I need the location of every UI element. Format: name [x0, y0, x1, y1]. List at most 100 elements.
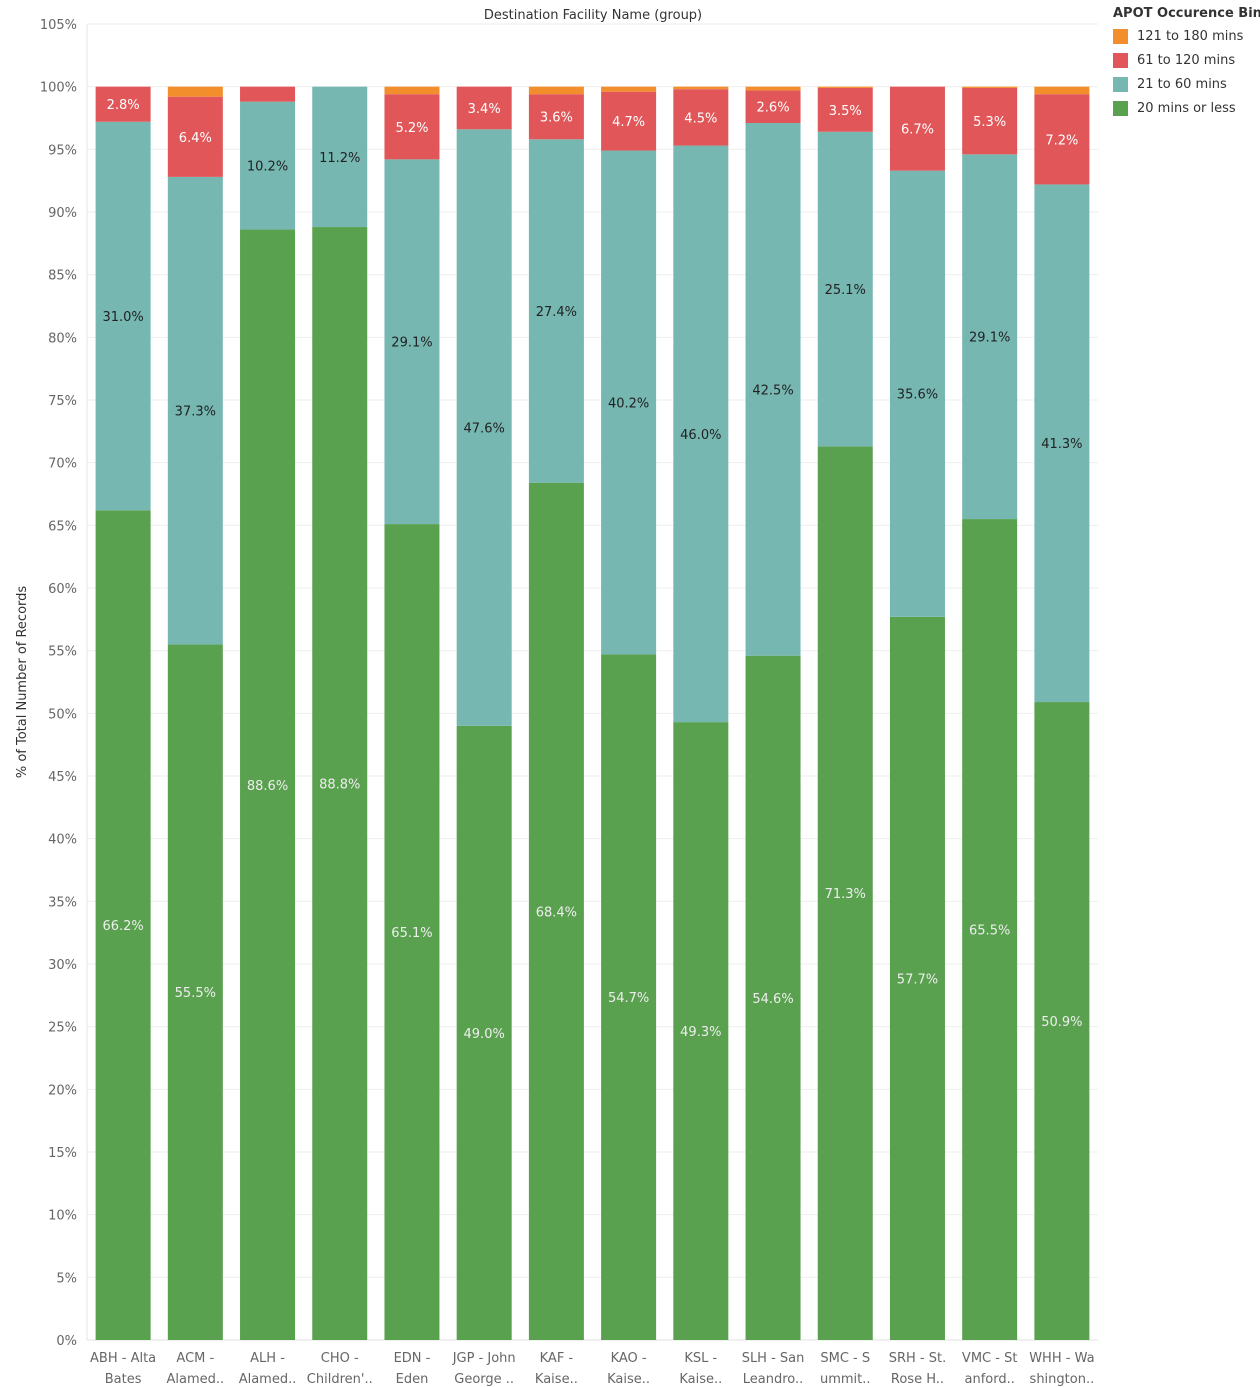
- y-axis-label: % of Total Number of Records: [15, 586, 30, 779]
- legend-swatch: [1113, 76, 1128, 92]
- y-tick-label: 10%: [48, 1209, 77, 1224]
- bar-segment: [889, 86, 945, 171]
- legend-item-20-or-less[interactable]: 20 mins or less: [1113, 96, 1260, 120]
- data-label: 71.3%: [825, 887, 866, 902]
- x-category-label: JGP - John George ..: [452, 1351, 516, 1387]
- data-label: 11.2%: [319, 151, 360, 166]
- y-tick-label: 85%: [48, 269, 77, 284]
- data-label: 3.6%: [540, 111, 573, 126]
- x-category-label-line: CHO -: [321, 1351, 359, 1366]
- chart-title: Destination Facility Name (group): [484, 8, 702, 23]
- data-label: 40.2%: [608, 397, 649, 412]
- x-category-label: CHO - Children'..: [307, 1351, 373, 1387]
- data-label: 57.7%: [897, 972, 938, 987]
- x-category-label: KAO - Kaise..: [607, 1351, 650, 1387]
- x-category-label-line: Bates: [105, 1372, 142, 1387]
- x-category-label-line: Alamed..: [239, 1372, 297, 1387]
- bars: [95, 86, 1090, 1341]
- y-tick-label: 80%: [48, 331, 77, 346]
- x-category-label-line: KSL -: [684, 1351, 717, 1366]
- bar-segment: [817, 87, 873, 132]
- y-tick-label: 40%: [48, 833, 77, 848]
- data-label: 65.5%: [969, 924, 1010, 939]
- x-category-label-line: KAF -: [540, 1351, 574, 1366]
- data-label: 66.2%: [102, 919, 143, 934]
- data-label: 3.5%: [829, 104, 862, 119]
- x-category-label-line: KAO -: [611, 1351, 647, 1366]
- y-tick-label: 30%: [48, 958, 77, 973]
- data-label: 2.6%: [757, 101, 790, 116]
- x-category-label-line: ALH -: [250, 1351, 285, 1366]
- bar-segment: [167, 176, 223, 645]
- data-label: 37.3%: [175, 405, 216, 420]
- legend-label: 121 to 180 mins: [1137, 28, 1244, 44]
- bar-segment: [962, 519, 1018, 1340]
- legend-item-21-60[interactable]: 21 to 60 mins: [1113, 72, 1260, 96]
- x-category-label-line: Rose H..: [891, 1372, 944, 1387]
- data-label: 68.4%: [536, 905, 577, 920]
- x-category-label-line: ACM -: [176, 1351, 214, 1366]
- legend-item-121-180[interactable]: 121 to 180 mins: [1113, 24, 1260, 48]
- legend-title: APOT Occurence Bins: [1113, 6, 1260, 21]
- x-category-label: SMC - S ummit..: [820, 1351, 871, 1387]
- bar-segment: [312, 227, 368, 1340]
- y-tick-label: 70%: [48, 457, 77, 472]
- data-label: 49.0%: [464, 1027, 505, 1042]
- bar-segment: [962, 87, 1018, 155]
- bar-segment: [1034, 702, 1090, 1340]
- data-label: 54.6%: [752, 992, 793, 1007]
- legend: APOT Occurence Bins 121 to 180 mins 61 t…: [1113, 4, 1260, 120]
- legend-swatch: [1113, 28, 1128, 44]
- x-category-label-line: Kaise..: [607, 1372, 650, 1387]
- bar-segment: [745, 123, 801, 656]
- bar-segment: [456, 86, 512, 130]
- x-category-label-line: Kaise..: [535, 1372, 578, 1387]
- data-label: 5.2%: [395, 121, 428, 136]
- y-tick-label: 25%: [48, 1021, 77, 1036]
- data-label: 3.4%: [468, 102, 501, 117]
- y-tick-label: 60%: [48, 582, 77, 597]
- y-tick-label: 20%: [48, 1083, 77, 1098]
- x-category-label: KAF - Kaise..: [535, 1351, 578, 1387]
- bar-segment: [1034, 86, 1090, 95]
- x-category-label-line: ummit..: [820, 1372, 871, 1387]
- data-label: 35.6%: [897, 388, 938, 403]
- data-label: 47.6%: [464, 422, 505, 437]
- y-tick-labels: 0% 5% 10% 15% 20% 25% 30% 35% 40% 45% 50% 55% 60% 65%…: [40, 18, 77, 1349]
- legend-label: 21 to 60 mins: [1137, 76, 1227, 92]
- bar-segment: [817, 86, 873, 88]
- bar-segment: [889, 616, 945, 1340]
- bar-segment: [817, 131, 873, 447]
- y-tick-label: 0%: [56, 1334, 77, 1349]
- y-tick-label: 5%: [56, 1271, 77, 1286]
- bar-segment: [817, 446, 873, 1341]
- y-tick-label: 75%: [48, 394, 77, 409]
- data-label: 31.0%: [102, 310, 143, 325]
- bar-segment: [456, 725, 512, 1340]
- y-tick-label: 105%: [40, 18, 77, 33]
- bar-segment: [240, 101, 296, 230]
- data-label: 65.1%: [391, 926, 432, 941]
- data-label: 46.0%: [680, 428, 721, 443]
- bar-segment: [528, 94, 584, 140]
- legend-item-61-120[interactable]: 61 to 120 mins: [1113, 48, 1260, 72]
- bar-segment: [601, 91, 657, 151]
- bar-segment: [95, 510, 151, 1340]
- bar-segment: [601, 86, 657, 92]
- x-category-label-line: shington..: [1030, 1372, 1095, 1387]
- x-category-label: WHH - Wa shington..: [1029, 1351, 1094, 1387]
- bar-segment: [745, 86, 801, 91]
- data-label: 49.3%: [680, 1025, 721, 1040]
- bar-segment: [312, 86, 368, 228]
- bar-segment: [384, 94, 440, 160]
- y-tick-label: 90%: [48, 206, 77, 221]
- bar-segment: [673, 145, 729, 723]
- legend-swatch: [1113, 52, 1128, 68]
- bar-segment: [95, 121, 151, 511]
- y-tick-label: 50%: [48, 707, 77, 722]
- y-tick-label: 95%: [48, 143, 77, 158]
- data-label: 7.2%: [1045, 133, 1078, 148]
- x-category-label-line: George ..: [454, 1372, 514, 1387]
- data-label: 6.4%: [179, 131, 212, 146]
- data-label: 55.5%: [175, 986, 216, 1001]
